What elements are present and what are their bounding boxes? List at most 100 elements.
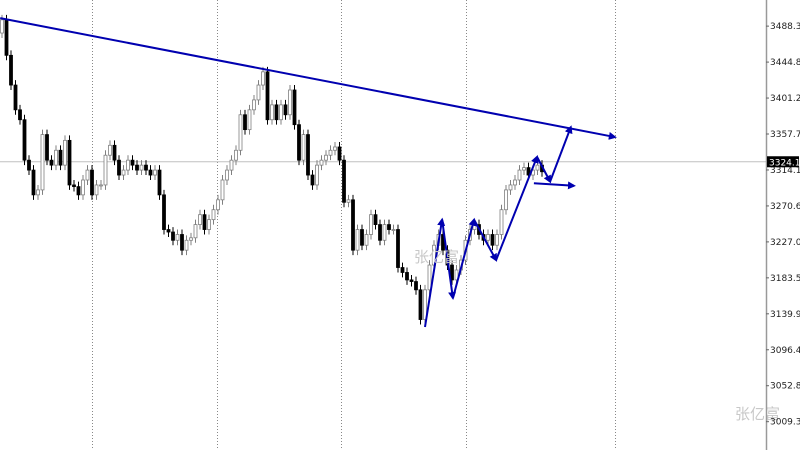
zigzag-arrow[interactable] — [424, 217, 446, 328]
candle — [427, 260, 432, 295]
candle-body-bear — [130, 159, 135, 166]
zigzag-arrow[interactable] — [536, 156, 552, 184]
candle-body-bull — [270, 104, 274, 121]
candle — [40, 129, 45, 195]
candle — [45, 129, 49, 166]
candle — [409, 274, 414, 287]
candle-body-bull — [0, 19, 4, 34]
candle — [58, 145, 63, 171]
grid-lines — [92, 0, 616, 450]
candle — [297, 119, 301, 166]
zigzag-arrow[interactable] — [441, 219, 457, 301]
trendline[interactable] — [0, 17, 617, 140]
candle — [337, 142, 342, 166]
candle — [54, 145, 58, 171]
candle-body-bull — [517, 169, 522, 181]
candle — [9, 50, 13, 90]
candle — [387, 219, 391, 235]
candle — [4, 14, 9, 61]
candle — [225, 165, 229, 185]
candle — [423, 284, 427, 325]
candle — [414, 276, 418, 295]
candle — [229, 155, 234, 176]
candle — [81, 175, 85, 200]
candle-body-bear — [31, 169, 36, 196]
candle — [279, 99, 283, 125]
candle-body-bull — [153, 169, 157, 176]
candle — [76, 181, 81, 200]
current-price-value: 3324.10 — [769, 158, 800, 168]
candle-body-bull — [495, 234, 499, 246]
candle-body-bear — [45, 134, 49, 161]
zigzag-arrow[interactable] — [451, 217, 477, 299]
candle — [171, 227, 175, 246]
candle-body-bear — [18, 109, 22, 121]
candle — [301, 129, 306, 166]
candle — [405, 267, 409, 285]
candle-body-bull — [369, 214, 373, 235]
candle-body-bear — [360, 229, 364, 246]
candle — [265, 66, 270, 125]
candle-body-bull — [346, 199, 351, 203]
candle — [202, 209, 207, 235]
candle — [112, 140, 117, 166]
zigzag-arrow[interactable] — [549, 125, 573, 183]
candle — [85, 165, 90, 185]
candle — [31, 165, 36, 200]
candle-body-bull — [85, 169, 90, 181]
y-tick-label: 3052.85 — [770, 382, 800, 392]
candle — [49, 155, 54, 171]
candle — [252, 94, 256, 115]
zigzag-arrow[interactable] — [495, 155, 539, 261]
candle — [328, 145, 333, 161]
candle-body-bear — [283, 104, 288, 116]
horizontal-arrow[interactable] — [533, 181, 576, 190]
candle — [99, 180, 103, 190]
candle-body-bear — [310, 174, 315, 186]
candle — [72, 180, 76, 192]
candle — [378, 219, 382, 246]
candle — [90, 165, 94, 200]
candle-body-bull — [279, 104, 283, 121]
candle-body-bull — [193, 224, 198, 239]
candle-body-bear — [148, 169, 153, 176]
candle-body-bull — [247, 109, 252, 131]
candle-body-bull — [103, 154, 108, 186]
candle-body-bull — [504, 189, 508, 211]
candle-body-bear — [13, 84, 18, 111]
candle — [247, 104, 252, 135]
candle — [189, 232, 193, 246]
candle — [508, 180, 513, 195]
candle — [256, 80, 261, 105]
candle-body-bear — [162, 194, 166, 230]
candle-body-bear — [387, 224, 391, 230]
y-axis: 3488.35 3444.80 3401.25 3357.70 3314.15 3270.… — [766, 22, 800, 428]
candle-body-bull — [513, 179, 517, 186]
candle-body-bear — [351, 199, 355, 251]
candle — [369, 209, 373, 240]
candle-body-bull — [225, 169, 229, 181]
candle — [499, 204, 504, 240]
candle-body-bull — [382, 224, 387, 241]
candle — [126, 155, 130, 176]
y-tick-label: 3444.80 — [770, 58, 800, 68]
candle — [283, 99, 288, 120]
candle-body-bull — [94, 184, 99, 196]
candle — [135, 160, 139, 176]
candle-body-bull — [121, 169, 126, 176]
candle — [522, 162, 526, 176]
candle-body-bull — [184, 239, 189, 251]
candle-body-bear — [67, 139, 72, 186]
candle — [36, 184, 40, 200]
candle — [22, 114, 27, 166]
candle-body-bear — [450, 264, 454, 281]
candle — [27, 155, 31, 176]
candle-body-bull — [81, 179, 85, 196]
candle — [351, 194, 355, 256]
candle — [175, 229, 180, 246]
candle-body-bull — [54, 149, 58, 166]
candle-body-bear — [135, 164, 139, 171]
y-tick-label: 3183.50 — [770, 274, 800, 284]
candle — [108, 140, 112, 161]
zigzag-arrow[interactable] — [473, 219, 498, 262]
